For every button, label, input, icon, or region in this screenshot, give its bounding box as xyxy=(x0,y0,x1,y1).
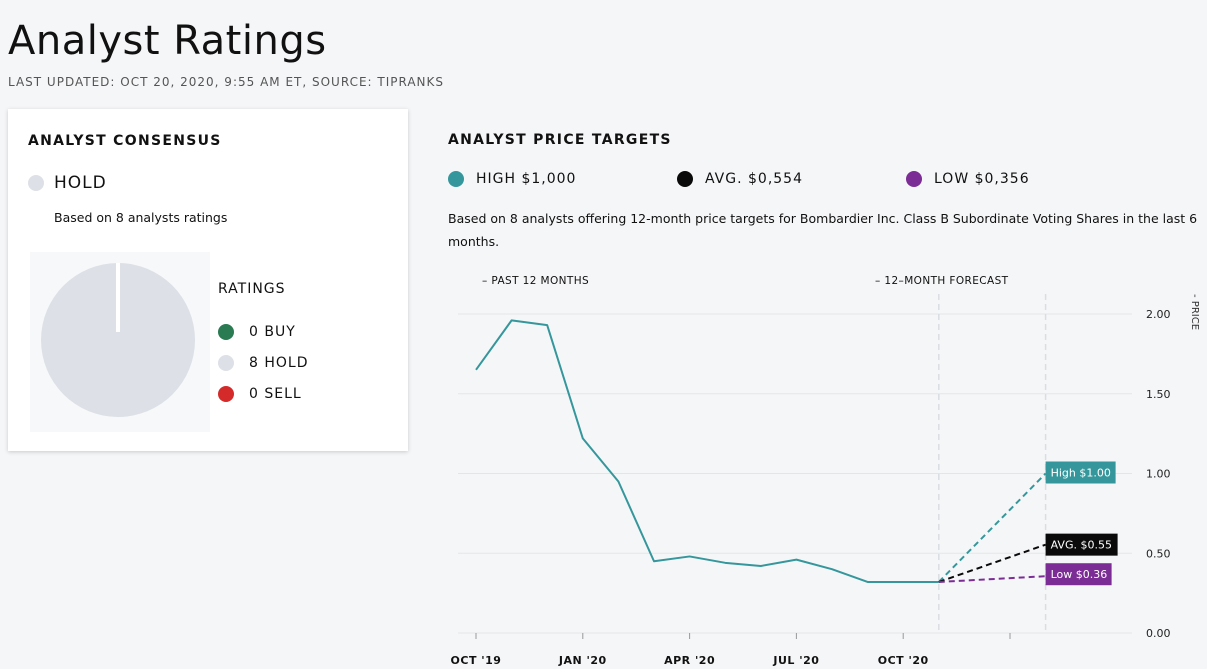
pie-slice-hold xyxy=(41,263,195,417)
ratings-title: RATINGS xyxy=(218,281,286,297)
avg-dot-icon xyxy=(677,171,693,187)
forecast-target-box xyxy=(1045,461,1116,484)
buy-dot-icon xyxy=(218,323,234,340)
forecast-target-label: Low $0.36 xyxy=(1051,568,1108,581)
legend-label-low: LOW $0,356 xyxy=(934,171,1030,187)
price-target-chart: 0.00 0.50 1.00 1.50 2.00 – PAST 12 MONTHS – 12… xyxy=(451,275,1200,667)
forecast-line xyxy=(938,575,1046,583)
legend-item-high: HIGH $1,000 xyxy=(448,171,576,187)
sell-dot-icon xyxy=(218,385,234,402)
legend-label-high: HIGH $1,000 xyxy=(476,171,577,187)
high-dot-icon xyxy=(448,171,464,187)
x-tick-label: APR '20 xyxy=(664,654,715,667)
price-history-line xyxy=(475,319,939,583)
legend-item-low: LOW $0,356 xyxy=(906,171,1030,187)
consensus-heading: ANALYST CONSENSUS xyxy=(28,133,222,149)
forecast-target-label: AVG. $0.55 xyxy=(1051,539,1112,552)
forecast-target-label: High $1.00 xyxy=(1051,467,1111,480)
y-tick-label: 1.50 xyxy=(1146,388,1171,401)
consensus-rating-label: HOLD xyxy=(54,173,107,193)
forecast-target-box xyxy=(1045,563,1112,586)
consensus-based-on: Based on 8 analysts ratings xyxy=(54,210,228,225)
rating-label-sell: 0 SELL xyxy=(249,385,302,402)
price-targets-description: Based on 8 analysts offering 12-month pr… xyxy=(448,211,1198,249)
x-tick-label: OCT '20 xyxy=(878,654,929,667)
hold-dot-icon xyxy=(218,354,234,371)
rating-label-buy: 0 BUY xyxy=(249,323,296,340)
analyst-consensus-card: ANALYST CONSENSUS HOLD Based on 8 analys… xyxy=(8,109,408,451)
y-tick-label: 1.00 xyxy=(1146,468,1171,481)
ratings-list: 0 BUY 8 HOLD 0 SELL xyxy=(218,316,308,409)
rating-item-buy: 0 BUY xyxy=(218,316,308,347)
x-tick-label: JAN '20 xyxy=(558,654,607,667)
y-axis-label: - PRICE xyxy=(1189,294,1200,330)
page-title: Analyst Ratings xyxy=(8,18,327,64)
rating-item-sell: 0 SELL xyxy=(218,378,308,409)
forecast-line xyxy=(938,472,1047,583)
rating-item-hold: 8 HOLD xyxy=(218,347,308,378)
y-tick-label: 2.00 xyxy=(1146,308,1171,321)
ratings-pie-chart xyxy=(30,252,210,432)
forecast-line xyxy=(938,543,1046,583)
past-12-months-label: – PAST 12 MONTHS xyxy=(482,275,589,287)
y-tick-label: 0.50 xyxy=(1146,547,1171,560)
last-updated-text: LAST UPDATED: OCT 20, 2020, 9:55 AM ET, … xyxy=(8,75,445,89)
rating-label-hold: 8 HOLD xyxy=(249,354,309,371)
x-tick-label: OCT '19 xyxy=(451,654,502,667)
x-tick-label: JUL '20 xyxy=(772,654,819,667)
legend-item-avg: AVG. $0,554 xyxy=(677,171,803,187)
forecast-label: – 12–MONTH FORECAST xyxy=(875,275,1009,287)
forecast-target-box xyxy=(1045,533,1118,556)
legend-label-avg: AVG. $0,554 xyxy=(705,171,803,187)
hold-dot-icon xyxy=(28,175,44,191)
consensus-rating: HOLD xyxy=(28,173,107,193)
low-dot-icon xyxy=(906,171,922,187)
price-targets-heading: ANALYST PRICE TARGETS xyxy=(448,132,672,148)
y-tick-label: 0.00 xyxy=(1146,627,1171,640)
